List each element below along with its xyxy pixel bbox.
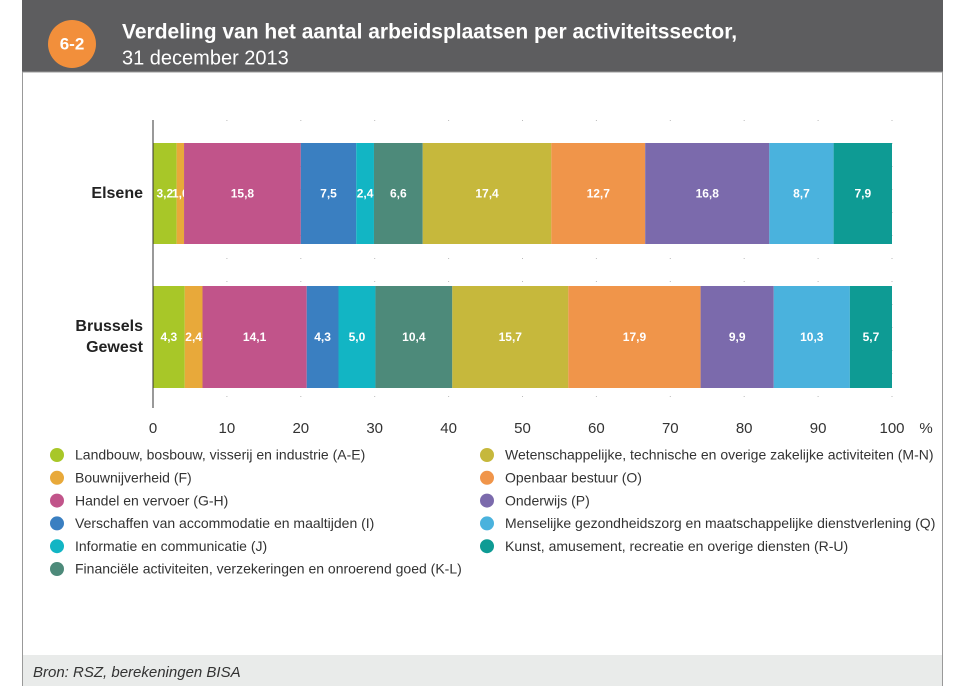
x-unit: % [919, 420, 932, 437]
x-tick-label: 70 [662, 420, 679, 437]
bar-segment [184, 143, 301, 244]
data-label: 7,9 [854, 187, 871, 201]
data-label: 6,6 [390, 187, 407, 201]
bar-segment [551, 143, 646, 244]
data-label: 5,0 [349, 330, 366, 344]
bar-segment [769, 143, 834, 244]
chart-title: Verdeling van het aantal arbeidsplaatsen… [122, 21, 737, 44]
x-tick-label: 20 [292, 420, 309, 437]
data-label: 17,9 [623, 330, 647, 344]
legend-swatch [480, 470, 494, 485]
legend-swatch [50, 448, 64, 462]
bar-segment [153, 143, 177, 244]
x-tick-label: 0 [149, 420, 157, 437]
data-label: 7,5 [320, 187, 337, 201]
legend-label: Verschaffen van accommodatie en maaltijd… [75, 515, 374, 531]
x-tick-label: 50 [514, 420, 531, 437]
bar-segment [375, 286, 453, 388]
bar-segment [773, 286, 850, 388]
bar-segment [338, 286, 376, 388]
bar-segment [306, 286, 339, 388]
legend-label: Bouwnijverheid (F) [75, 470, 192, 486]
bar-segment [849, 286, 892, 388]
legend-swatch [480, 539, 494, 554]
legend-swatch [480, 493, 494, 508]
chart-subtitle: 31 december 2013 [122, 47, 289, 69]
bar-segment [202, 286, 307, 388]
data-label: 12,7 [587, 187, 611, 201]
data-label: 10,4 [402, 330, 426, 344]
legend-swatch [480, 448, 494, 462]
data-label: 8,7 [793, 187, 810, 201]
x-tick-label: 30 [366, 420, 383, 437]
legend-label: Openbaar bestuur (O) [505, 470, 642, 486]
bar-segment [153, 286, 185, 388]
bar-segment [176, 143, 185, 244]
data-label: 14,1 [243, 330, 267, 344]
footer-bar [23, 655, 942, 686]
legend-swatch [50, 516, 64, 531]
x-tick-label: 100 [879, 420, 904, 437]
data-label: 9,9 [729, 330, 746, 344]
data-label: 10,3 [800, 330, 824, 344]
legend-swatch [50, 470, 64, 485]
data-label: 15,7 [499, 330, 523, 344]
data-label: 2,4 [185, 330, 202, 344]
legend-swatch [50, 539, 64, 554]
category-label: Brussels Gewest [75, 318, 143, 356]
legend-label: Menselijke gezondheidszorg en maatschapp… [505, 515, 935, 531]
data-label: 4,3 [161, 330, 178, 344]
legend-swatch [480, 516, 494, 531]
data-label: 16,8 [696, 187, 720, 201]
bar-segment [452, 286, 569, 388]
x-tick-label: 40 [440, 420, 457, 437]
frame [22, 71, 943, 686]
source: Bron: RSZ, berekeningen BISA [33, 664, 241, 681]
legend-label: Onderwijs (P) [505, 492, 590, 508]
x-tick-label: 90 [810, 420, 827, 437]
data-label: 5,7 [863, 330, 880, 344]
bar-segment [645, 143, 770, 244]
legend-label: Financiële activiteiten, verzekeringen e… [75, 561, 462, 577]
x-tick-label: 80 [736, 420, 753, 437]
legend-label: Kunst, amusement, recreatie en overige d… [505, 538, 848, 554]
legend-swatch [50, 493, 64, 508]
x-tick-label: 10 [219, 420, 236, 437]
badge-text: 6-2 [60, 34, 85, 53]
bar-segment [422, 143, 552, 244]
bar-segment [833, 143, 892, 244]
bar-segment [184, 286, 203, 388]
bar-segment [356, 143, 374, 244]
legend-swatch [50, 562, 64, 576]
x-tick-label: 60 [588, 420, 605, 437]
legend-label: Landbouw, bosbouw, visserij en industrie… [75, 447, 365, 463]
bar-segment [700, 286, 774, 388]
legend-label: Handel en vervoer (G-H) [75, 492, 228, 508]
bar-segment [373, 143, 423, 244]
data-label: 2,4 [357, 187, 374, 201]
header-bar [22, 0, 943, 72]
bar-segment [300, 143, 357, 244]
data-label: 17,4 [475, 187, 499, 201]
data-label: 4,3 [314, 330, 331, 344]
bar-segment [568, 286, 701, 388]
legend-label: Wetenschappelijke, technische en overige… [505, 447, 934, 463]
legend-label: Informatie en communicatie (J) [75, 538, 267, 554]
badge [48, 20, 96, 68]
data-label: 3,2 [156, 187, 173, 201]
category-label: Elsene [91, 185, 143, 202]
data-label: 15,8 [231, 187, 255, 201]
